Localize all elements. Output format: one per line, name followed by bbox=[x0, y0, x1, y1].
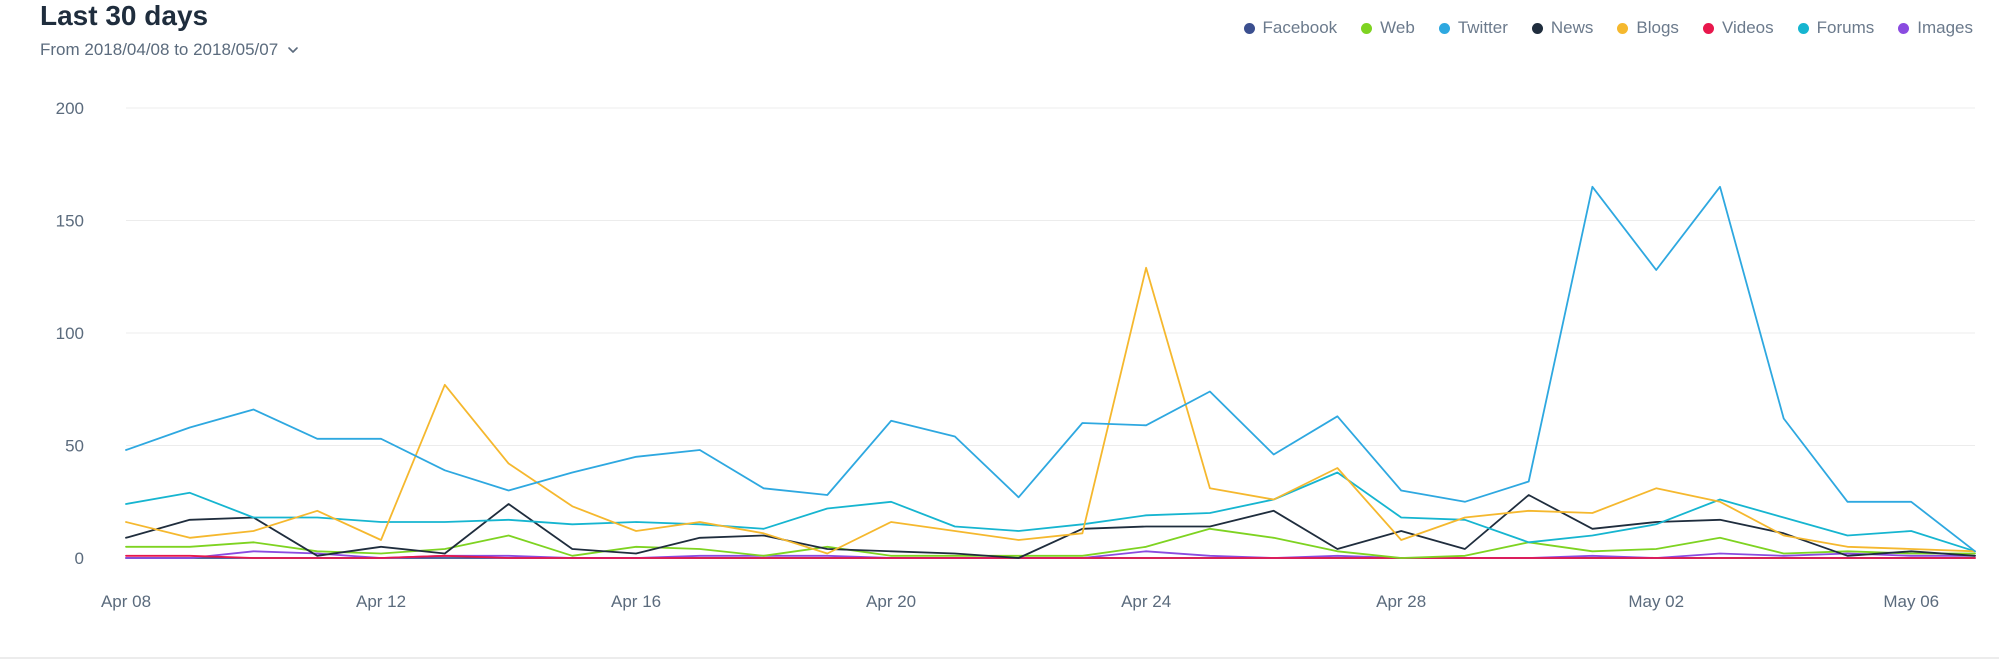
legend-item-web[interactable]: Web bbox=[1361, 18, 1415, 38]
legend-swatch bbox=[1243, 22, 1255, 34]
chevron-down-icon bbox=[288, 47, 298, 53]
legend-swatch bbox=[1898, 22, 1910, 34]
legend-label: Twitter bbox=[1457, 18, 1508, 37]
legend-item-videos[interactable]: Videos bbox=[1702, 18, 1774, 38]
legend-item-forums[interactable]: Forums bbox=[1797, 18, 1875, 38]
legend-label: Videos bbox=[1721, 18, 1774, 37]
x-tick-label: Apr 28 bbox=[1376, 592, 1426, 611]
series-line-blogs bbox=[125, 266, 1976, 555]
legend-swatch bbox=[1702, 22, 1714, 34]
y-tick-label: 200 bbox=[56, 99, 84, 118]
divider bbox=[0, 657, 1999, 659]
legend-swatch bbox=[1617, 22, 1629, 34]
legend-label: Forums bbox=[1816, 18, 1875, 37]
date-range-selector[interactable]: From 2018/04/08 to 2018/05/07 bbox=[40, 40, 300, 60]
x-tick-label: Apr 16 bbox=[611, 592, 661, 611]
legend-label: Blogs bbox=[1636, 18, 1679, 37]
x-tick-label: May 02 bbox=[1628, 592, 1684, 611]
legend-swatch bbox=[1797, 22, 1809, 34]
legend-item-images[interactable]: Images bbox=[1898, 18, 1973, 38]
y-tick-label: 150 bbox=[56, 212, 84, 231]
series-line-web bbox=[125, 527, 1976, 559]
series-line-forums bbox=[125, 471, 1976, 553]
legend-label: News bbox=[1550, 18, 1594, 37]
legend-label: Facebook bbox=[1262, 18, 1338, 37]
legend-item-twitter[interactable]: Twitter bbox=[1438, 18, 1508, 38]
legend-item-blogs[interactable]: Blogs bbox=[1617, 18, 1679, 38]
legend-swatch bbox=[1438, 22, 1450, 34]
y-tick-label: 100 bbox=[56, 324, 84, 343]
date-range-label: From 2018/04/08 to 2018/05/07 bbox=[40, 40, 279, 59]
legend-swatch bbox=[1531, 22, 1543, 34]
legend-item-facebook[interactable]: Facebook bbox=[1243, 18, 1338, 38]
x-tick-label: May 06 bbox=[1883, 592, 1939, 611]
x-tick-label: Apr 12 bbox=[356, 592, 406, 611]
series-line-twitter bbox=[125, 185, 1976, 553]
chart-header: Last 30 days From 2018/04/08 to 2018/05/… bbox=[40, 0, 300, 60]
x-tick-label: Apr 08 bbox=[101, 592, 151, 611]
x-tick-label: Apr 20 bbox=[866, 592, 916, 611]
page-title: Last 30 days bbox=[40, 0, 209, 31]
legend-label: Web bbox=[1380, 18, 1415, 37]
legend-label: Images bbox=[1917, 18, 1973, 37]
x-tick-label: Apr 24 bbox=[1121, 592, 1171, 611]
legend-swatch bbox=[1361, 22, 1373, 34]
series-line-news bbox=[125, 494, 1976, 559]
series-line-videos bbox=[125, 554, 1976, 559]
legend-item-news[interactable]: News bbox=[1531, 18, 1594, 38]
chart-legend: Facebook Web Twitter News Blogs Videos Forums I… bbox=[1243, 18, 1973, 38]
y-tick-label: 0 bbox=[75, 549, 84, 568]
y-tick-label: 50 bbox=[65, 437, 84, 456]
